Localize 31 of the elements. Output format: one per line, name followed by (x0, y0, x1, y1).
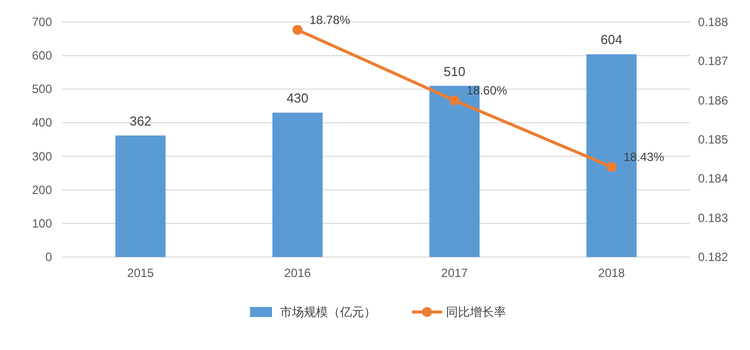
x-tick-label: 2015 (127, 266, 154, 280)
y2-tick-label: 0.185 (698, 132, 728, 146)
bar (115, 135, 166, 257)
y-tick-label: 300 (32, 149, 52, 164)
y-tick-label: 200 (32, 182, 52, 197)
y-tick-label: 400 (32, 116, 52, 130)
y2-tick-label: 0.183 (698, 210, 728, 225)
x-tick-label: 2016 (284, 266, 312, 280)
bar (272, 112, 323, 257)
x-tick-label: 2018 (598, 266, 626, 280)
y-tick-label: 0 (45, 250, 52, 264)
y-tick-label: 700 (32, 15, 52, 29)
legend-label: 同比增长率 (446, 305, 506, 319)
point (606, 162, 616, 172)
data-label: 362 (130, 113, 152, 128)
y2-tick-label: 0.186 (698, 93, 728, 108)
y-tick-label: 100 (32, 216, 52, 230)
y2-tick-label: 0.184 (698, 172, 728, 186)
data-label: 18.78% (310, 12, 351, 27)
point (450, 95, 460, 106)
data-label: 510 (444, 64, 466, 79)
y-tick-label: 500 (32, 82, 52, 96)
data-label: 604 (600, 32, 622, 48)
y-tick-label: 600 (32, 48, 52, 63)
x-tick-label: 2017 (441, 266, 468, 280)
y2-tick-label: 0.182 (698, 250, 728, 264)
point (292, 24, 302, 35)
y2-tick-label: 0.188 (698, 15, 728, 29)
data-label: 430 (286, 90, 308, 106)
legend-label: 市场规模（亿元） (280, 305, 376, 319)
y2-tick-label: 0.187 (698, 54, 728, 68)
